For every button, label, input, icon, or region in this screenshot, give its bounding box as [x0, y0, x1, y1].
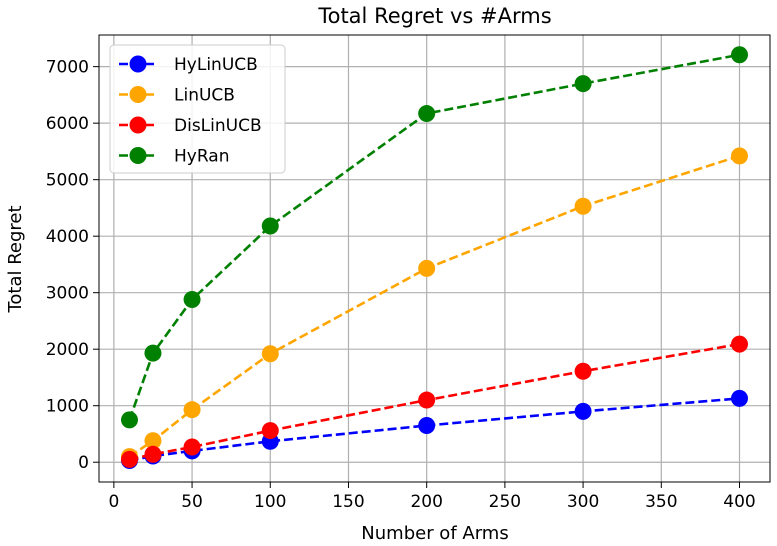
data-point-dislinucb — [418, 391, 436, 409]
x-tick-label: 400 — [723, 492, 755, 512]
y-tick-label: 0 — [78, 453, 89, 473]
y-tick-label: 2000 — [46, 340, 89, 360]
data-point-dislinucb — [731, 335, 748, 353]
data-point-hylinucb — [418, 416, 436, 434]
data-point-linucb — [731, 147, 748, 165]
x-tick-label: 100 — [254, 492, 286, 512]
plot-frame — [98, 34, 771, 483]
series-layer — [121, 46, 748, 470]
series-dislinucb — [121, 335, 748, 468]
data-point-dislinucb — [144, 445, 162, 463]
chart-title: Total Regret vs #Arms — [317, 4, 551, 28]
x-tick-label: 0 — [108, 492, 119, 512]
x-tick-label: 50 — [181, 492, 203, 512]
legend-label: HyLinUCB — [174, 55, 258, 75]
legend-item-linucb: LinUCB — [119, 86, 235, 106]
y-tick-label: 1000 — [46, 397, 89, 417]
y-tick-label: 4000 — [46, 227, 89, 247]
x-tick-label: 150 — [332, 492, 364, 512]
legend-marker — [129, 116, 147, 134]
data-point-hyran — [574, 75, 592, 93]
legend-item-hylinucb: HyLinUCB — [119, 55, 258, 75]
x-axis-label: Number of Arms — [361, 523, 508, 544]
legend-label: HyRan — [174, 147, 229, 167]
data-point-hyran — [144, 344, 162, 362]
data-point-hylinucb — [574, 402, 592, 420]
y-tick-label: 7000 — [46, 58, 89, 78]
y-tick-label: 5000 — [46, 171, 89, 191]
series-hyran — [121, 46, 748, 429]
y-axis-label: Total Regret — [5, 205, 26, 313]
data-point-linucb — [574, 197, 592, 215]
data-point-dislinucb — [261, 422, 279, 440]
x-tick-label: 200 — [410, 492, 442, 512]
data-point-hylinucb — [731, 389, 748, 407]
data-point-hyran — [731, 46, 748, 64]
data-point-hyran — [261, 217, 279, 235]
data-point-dislinucb — [121, 450, 138, 468]
data-point-dislinucb — [183, 438, 201, 456]
legend-marker — [129, 86, 147, 103]
data-point-linucb — [261, 345, 279, 363]
legend-marker — [129, 147, 147, 164]
y-tick-label: 6000 — [46, 114, 89, 134]
data-point-linucb — [144, 432, 162, 450]
legend: HyLinUCB LinUCB DisLinUCB HyRan — [109, 44, 286, 174]
x-tick-label: 250 — [489, 492, 521, 512]
data-point-hyran — [121, 411, 138, 429]
x-tick-label: 300 — [567, 492, 599, 512]
data-point-dislinucb — [574, 362, 592, 380]
ticks: 0 50 100 150 200 250 300 350 4000100020003000400… — [46, 58, 756, 512]
legend-item-dislinucb: DisLinUCB — [119, 116, 262, 136]
data-point-hyran — [183, 290, 201, 308]
x-tick-label: 350 — [645, 492, 677, 512]
data-point-linucb — [418, 259, 436, 277]
data-point-hyran — [418, 105, 436, 123]
y-tick-label: 3000 — [46, 284, 89, 304]
legend-frame — [109, 44, 286, 174]
legend-item-hyran: HyRan — [119, 147, 229, 167]
legend-label: LinUCB — [174, 86, 235, 106]
legend-label: DisLinUCB — [174, 116, 262, 136]
legend-marker — [129, 55, 147, 73]
data-point-linucb — [183, 401, 201, 419]
